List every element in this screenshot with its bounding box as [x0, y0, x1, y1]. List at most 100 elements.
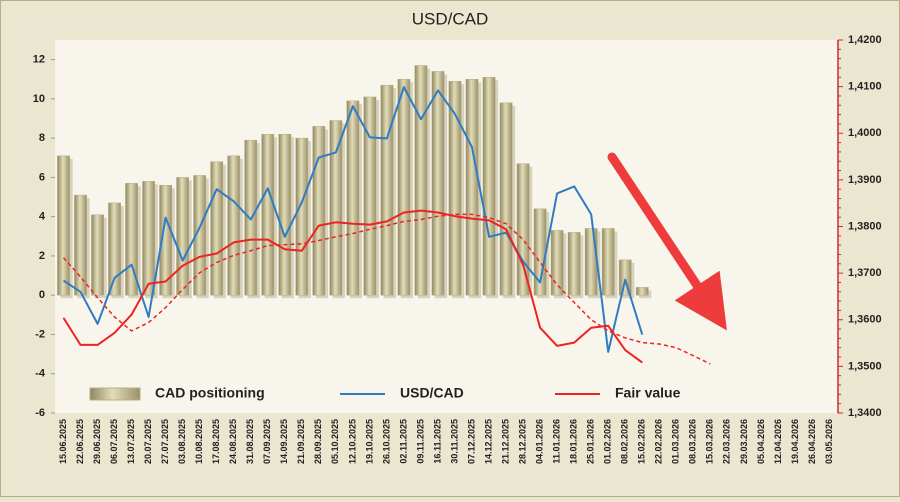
x-tick-label: 22.06.2025	[75, 419, 85, 464]
x-tick-label: 01.02.2026	[603, 419, 613, 464]
bar	[448, 80, 462, 296]
bar	[584, 228, 598, 296]
bar	[397, 79, 411, 296]
bar	[499, 102, 513, 296]
legend-label: USD/CAD	[400, 385, 464, 401]
chart-title: USD/CAD	[412, 9, 489, 28]
x-tick-label: 25.01.2026	[586, 419, 596, 464]
bar	[210, 161, 224, 296]
bar	[312, 126, 326, 296]
x-tick-label: 28.12.2025	[517, 419, 527, 464]
x-tick-label: 07.09.2025	[262, 419, 272, 464]
line	[62, 209, 643, 364]
bar	[91, 214, 104, 296]
x-tick-label: 20.07.2025	[143, 419, 153, 464]
bar	[567, 232, 581, 296]
y2-tick-label: 1,4000	[848, 127, 882, 139]
y-tick-label: 10	[33, 93, 45, 105]
y-tick-label: 8	[39, 132, 45, 144]
bar	[278, 133, 292, 296]
marks: -6 -4 -2 0 2 4 6 8 10 12 1,3400 1,3500 1,3600 1,3700 1…	[33, 34, 882, 464]
bar	[57, 155, 70, 296]
bar	[227, 155, 241, 296]
x-tick-label: 05.10.2025	[330, 419, 340, 464]
x-tick-label: 16.11.2025	[432, 419, 442, 464]
bar	[346, 100, 360, 296]
x-tick-label: 02.11.2025	[398, 419, 408, 464]
y-tick-label: 0	[39, 289, 45, 301]
bar	[108, 202, 121, 296]
legend-label: CAD positioning	[155, 385, 265, 401]
bar	[431, 71, 445, 296]
x-tick-label: 15.03.2026	[705, 419, 715, 464]
y-tick-label: 12	[33, 54, 45, 66]
bar	[193, 175, 207, 296]
y-tick-label: 4	[39, 211, 46, 223]
line	[62, 86, 644, 353]
x-tick-label: 01.03.2026	[671, 419, 681, 464]
x-tick-label: 30.11.2025	[449, 419, 459, 464]
legend-swatch	[89, 387, 141, 401]
bar	[159, 185, 173, 296]
y2-tick-label: 1,3800	[848, 220, 882, 232]
bar	[261, 133, 275, 296]
x-tick-label: 29.03.2026	[739, 419, 749, 464]
bar	[550, 230, 564, 296]
x-tick-label: 03.05.2026	[824, 419, 834, 464]
x-tick-label: 08.02.2026	[620, 419, 630, 464]
x-tick-label: 26.10.2025	[381, 419, 391, 464]
x-tick-label: 27.07.2025	[160, 419, 170, 464]
x-tick-label: 24.08.2025	[228, 419, 238, 464]
x-tick-label: 13.07.2025	[126, 419, 136, 464]
line	[62, 213, 711, 365]
trend-arrow	[607, 152, 727, 331]
bar	[380, 84, 394, 296]
bar	[329, 120, 343, 296]
y-tick-label: -2	[35, 328, 45, 340]
x-tick-label: 08.03.2026	[688, 419, 698, 464]
bar	[516, 163, 530, 296]
y-tick-label: -4	[35, 368, 46, 380]
bar	[482, 77, 496, 296]
x-tick-label: 29.06.2025	[92, 419, 102, 464]
y2-tick-label: 1,3700	[848, 267, 882, 279]
bar	[465, 79, 479, 296]
x-tick-label: 06.07.2025	[109, 419, 119, 464]
x-tick-label: 28.09.2025	[313, 419, 323, 464]
bar	[176, 177, 190, 296]
x-tick-label: 19.04.2026	[790, 419, 800, 464]
y-tick-label: 2	[39, 250, 45, 262]
bar	[295, 137, 309, 296]
y2-tick-label: 1,3600	[848, 314, 882, 326]
y2-tick-label: 1,3400	[848, 407, 882, 419]
x-tick-label: 18.01.2026	[569, 419, 579, 464]
bar	[142, 181, 155, 296]
x-tick-label: 05.04.2026	[756, 419, 766, 464]
x-tick-label: 31.08.2025	[245, 419, 255, 464]
x-tick-label: 04.01.2026	[534, 419, 544, 464]
x-tick-label: 03.08.2025	[177, 419, 187, 464]
y-tick-label: 6	[39, 171, 45, 183]
x-tick-label: 21.09.2025	[296, 419, 306, 464]
bar	[635, 287, 649, 296]
bar	[74, 194, 87, 296]
x-tick-label: 21.12.2025	[500, 419, 510, 464]
x-tick-label: 07.12.2025	[466, 419, 476, 464]
y2-tick-label: 1,4200	[848, 34, 882, 46]
x-tick-label: 22.02.2026	[654, 419, 664, 464]
x-tick-label: 22.03.2026	[722, 419, 732, 464]
bar	[414, 65, 428, 296]
x-tick-label: 12.04.2026	[773, 419, 783, 464]
bar	[601, 228, 615, 296]
x-tick-label: 26.04.2026	[807, 419, 817, 464]
x-tick-label: 11.01.2026	[552, 419, 562, 464]
bar	[618, 259, 632, 296]
x-tick-label: 12.10.2025	[347, 419, 357, 464]
x-tick-label: 17.08.2025	[211, 419, 221, 464]
y-tick-label: -6	[35, 407, 45, 419]
x-tick-label: 15.06.2025	[58, 419, 68, 464]
x-tick-label: 09.11.2025	[415, 419, 425, 464]
x-tick-label: 15.02.2026	[637, 419, 647, 464]
y2-tick-label: 1,3900	[848, 174, 882, 186]
